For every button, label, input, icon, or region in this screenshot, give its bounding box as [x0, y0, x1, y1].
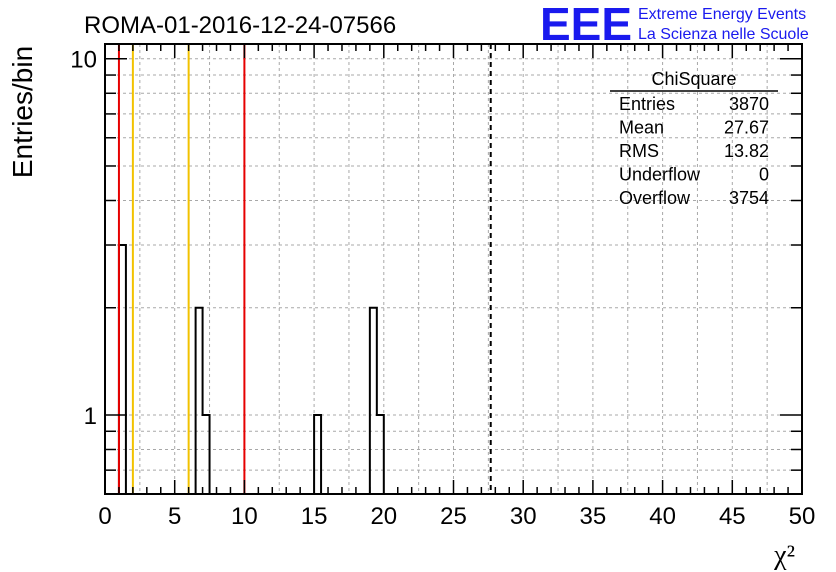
- x-tick-label: 15: [301, 503, 328, 530]
- stats-label: Overflow: [619, 188, 691, 208]
- x-tick-label: 10: [231, 503, 258, 530]
- x-tick-label: 45: [719, 503, 746, 530]
- stats-label: Mean: [619, 118, 664, 138]
- grid: [105, 44, 802, 494]
- x-tick-label: 35: [580, 503, 607, 530]
- stats-box: ChiSquare Entries 3870 Mean 27.67 RMS 13.82 Un…: [610, 69, 778, 208]
- histogram-outline: [105, 244, 802, 494]
- org-name-line2: La Scienza nelle Scuole: [638, 26, 809, 43]
- x-tick-label: 0: [98, 503, 111, 530]
- x-tick-label: 40: [649, 503, 676, 530]
- stats-value: 0: [759, 165, 769, 185]
- x-tick-label: 5: [168, 503, 181, 530]
- reference-lines: [117, 44, 492, 494]
- org-name-line1: Extreme Energy Events: [638, 6, 806, 23]
- stats-value: 13.82: [724, 141, 769, 161]
- x-axis-label: χ²: [773, 540, 795, 571]
- y-axis-label: Entries/bin: [7, 46, 38, 178]
- y-tick-label: 10: [70, 47, 97, 74]
- stats-value: 3870: [729, 94, 769, 114]
- stats-box-title: ChiSquare: [651, 69, 736, 89]
- run-title: ROMA-01-2016-12-24-07566: [84, 12, 396, 39]
- x-tick-label: 25: [440, 503, 467, 530]
- x-tick-label: 30: [510, 503, 537, 530]
- stats-label: RMS: [619, 141, 659, 161]
- stats-value: 3754: [729, 188, 769, 208]
- x-tick-label: 50: [789, 503, 816, 530]
- stats-label: Entries: [619, 94, 675, 114]
- stats-label: Underflow: [619, 165, 701, 185]
- axis-ticks: 0 5 10 15 20 25 30 35 40 45 50 1 10: [70, 44, 815, 530]
- eee-logo: EEE: [540, 0, 632, 50]
- x-tick-label: 20: [370, 503, 397, 530]
- histogram-series: [105, 244, 802, 494]
- y-tick-label: 1: [84, 403, 97, 430]
- stats-value: 27.67: [724, 118, 769, 138]
